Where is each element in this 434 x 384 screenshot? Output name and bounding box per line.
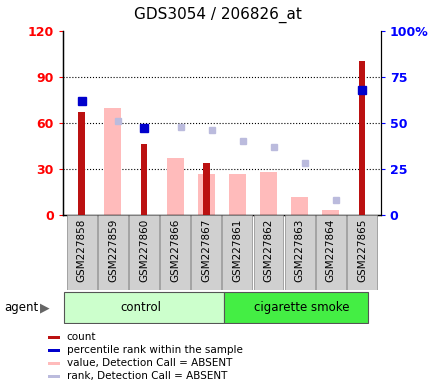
Text: GSM227859: GSM227859 [108, 219, 118, 282]
Bar [222, 215, 252, 290]
Bar [140, 144, 147, 215]
Bar [48, 362, 60, 365]
Text: count: count [66, 333, 96, 343]
Text: GSM227860: GSM227860 [139, 219, 149, 282]
Bar [104, 108, 121, 215]
Bar [253, 215, 283, 290]
Text: GSM227858: GSM227858 [76, 219, 86, 282]
Text: GSM227863: GSM227863 [294, 219, 304, 282]
Bar [166, 158, 183, 215]
Bar [284, 215, 314, 290]
Text: GDS3054 / 206826_at: GDS3054 / 206826_at [133, 7, 301, 23]
Bar [63, 292, 224, 323]
Bar [48, 349, 60, 352]
Bar [191, 215, 221, 290]
Bar [202, 163, 209, 215]
Text: GSM227862: GSM227862 [263, 219, 273, 282]
Bar [129, 215, 158, 290]
Text: GSM227867: GSM227867 [201, 219, 211, 282]
Bar [78, 112, 85, 215]
Bar [315, 215, 345, 290]
Text: agent: agent [4, 301, 39, 314]
Bar [48, 375, 60, 378]
Bar [48, 336, 60, 339]
Text: GSM227861: GSM227861 [232, 219, 242, 282]
Bar [228, 174, 245, 215]
Bar [322, 210, 339, 215]
Bar [358, 61, 365, 215]
Bar [98, 215, 128, 290]
Bar [160, 215, 190, 290]
Text: GSM227866: GSM227866 [170, 219, 180, 282]
Text: GSM227864: GSM227864 [325, 219, 335, 282]
Bar [346, 215, 376, 290]
Text: value, Detection Call = ABSENT: value, Detection Call = ABSENT [66, 358, 232, 368]
Text: rank, Detection Call = ABSENT: rank, Detection Call = ABSENT [66, 371, 227, 381]
Bar [67, 215, 96, 290]
Text: control: control [120, 301, 161, 314]
Bar [260, 172, 276, 215]
Bar [224, 292, 367, 323]
Text: cigarette smoke: cigarette smoke [254, 301, 349, 314]
Text: ▶: ▶ [40, 302, 49, 315]
Bar [197, 174, 214, 215]
Text: percentile rank within the sample: percentile rank within the sample [66, 346, 242, 356]
Bar [290, 197, 308, 215]
Text: GSM227865: GSM227865 [356, 219, 366, 282]
